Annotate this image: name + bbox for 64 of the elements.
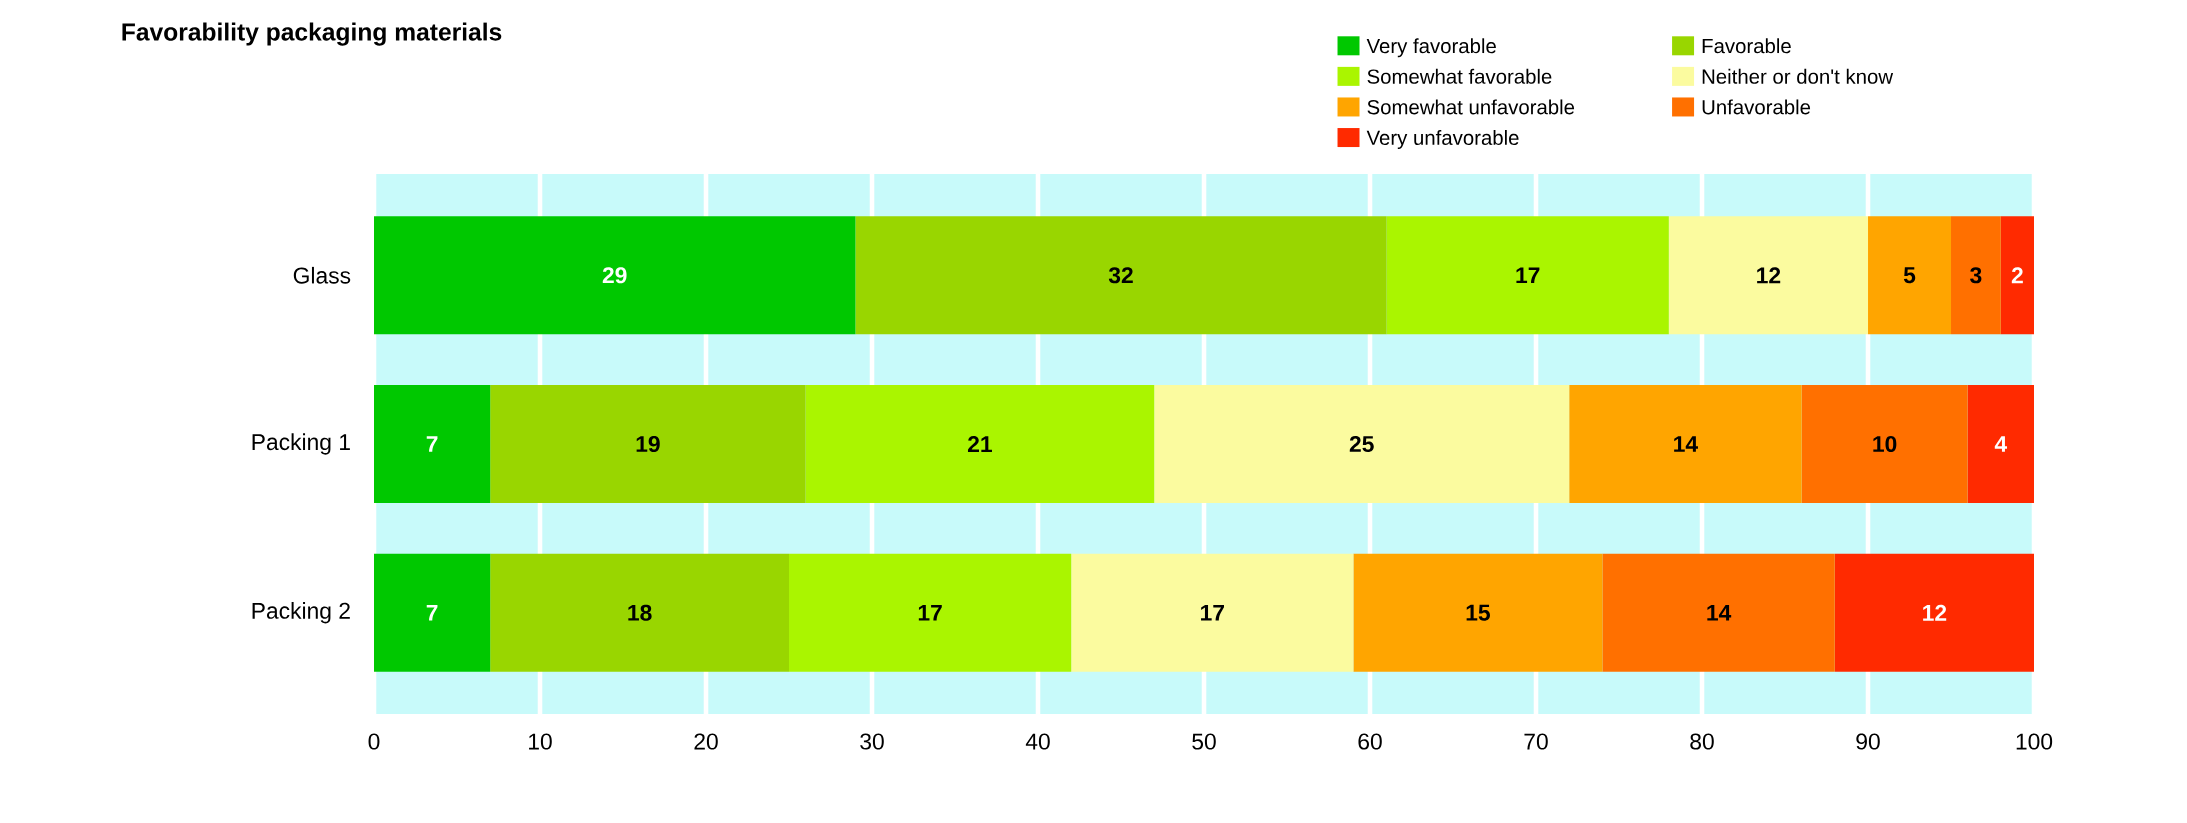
data-label: 14	[1707, 604, 1732, 621]
y-tick-label: Packing 2	[252, 602, 350, 624]
data-label: 7	[426, 604, 438, 621]
legend-label: Unfavorable	[1702, 99, 1811, 115]
data-label: 17	[918, 604, 942, 621]
bar	[1353, 553, 1603, 672]
bar	[374, 553, 491, 672]
data-label: 18	[628, 604, 652, 621]
data-label: 10	[1873, 435, 1897, 453]
bar	[1386, 216, 1669, 335]
legend-label: Neither or don't know	[1702, 68, 1894, 84]
data-label: 2	[2011, 267, 2023, 284]
bar	[490, 384, 806, 504]
x-tick-label: 0	[368, 733, 380, 750]
x-tick-label: 80	[1690, 733, 1714, 750]
bar	[374, 216, 856, 335]
bar	[1868, 216, 1952, 335]
data-label: 14	[1674, 436, 1698, 452]
x-tick-label: 30	[860, 733, 884, 750]
bar	[1071, 553, 1354, 672]
bar	[1602, 553, 1835, 672]
bar	[490, 553, 790, 672]
bar	[855, 216, 1387, 335]
bar	[789, 553, 1072, 672]
legend-label: Somewhat unfavorable	[1367, 99, 1575, 115]
bar	[1834, 553, 2035, 672]
bar	[1967, 384, 2035, 504]
legend-label: Very unfavorable	[1366, 130, 1519, 150]
data-label: 15	[1466, 604, 1490, 621]
bar	[1668, 216, 1869, 335]
x-tick-label: 20	[694, 733, 718, 750]
bar	[1951, 216, 2001, 335]
x-tick-label: 60	[1358, 733, 1382, 750]
data-label: 12	[1757, 267, 1781, 284]
data-label: 5	[1903, 267, 1916, 284]
y-tick-label: Packing 1	[252, 433, 350, 455]
data-label: 7	[426, 436, 438, 452]
x-tick-label: 100	[2016, 733, 2053, 750]
data-label: 25	[1349, 435, 1374, 453]
data-label: 17	[1516, 267, 1540, 284]
bar	[1154, 384, 1570, 504]
bar	[2000, 216, 2035, 335]
data-label: 17	[1201, 604, 1224, 621]
bar	[374, 384, 491, 504]
x-tick-label: 70	[1524, 733, 1548, 750]
data-label: 4	[1994, 436, 2008, 452]
data-label: 29	[602, 267, 627, 284]
x-tick-label: 90	[1856, 733, 1880, 750]
x-tick-label: 40	[1025, 733, 1050, 750]
x-tick-label: 10	[529, 733, 552, 750]
data-label: 21	[967, 436, 992, 452]
data-label: 32	[1108, 267, 1133, 284]
x-tick-label: 50	[1192, 733, 1216, 750]
bar	[1801, 384, 1968, 504]
y-tick-label: Glass	[293, 266, 351, 284]
data-label: 12	[1923, 604, 1947, 621]
data-label: 19	[636, 435, 660, 453]
legend-label: Very favorable	[1366, 38, 1496, 58]
data-label: 3	[1970, 267, 1982, 284]
legend-label: Somewhat favorable	[1367, 68, 1552, 84]
bar	[805, 384, 1155, 504]
legend-label: Favorable	[1702, 38, 1791, 54]
bar	[1569, 384, 1802, 504]
chart-title: Favorability packaging materials	[122, 22, 502, 46]
